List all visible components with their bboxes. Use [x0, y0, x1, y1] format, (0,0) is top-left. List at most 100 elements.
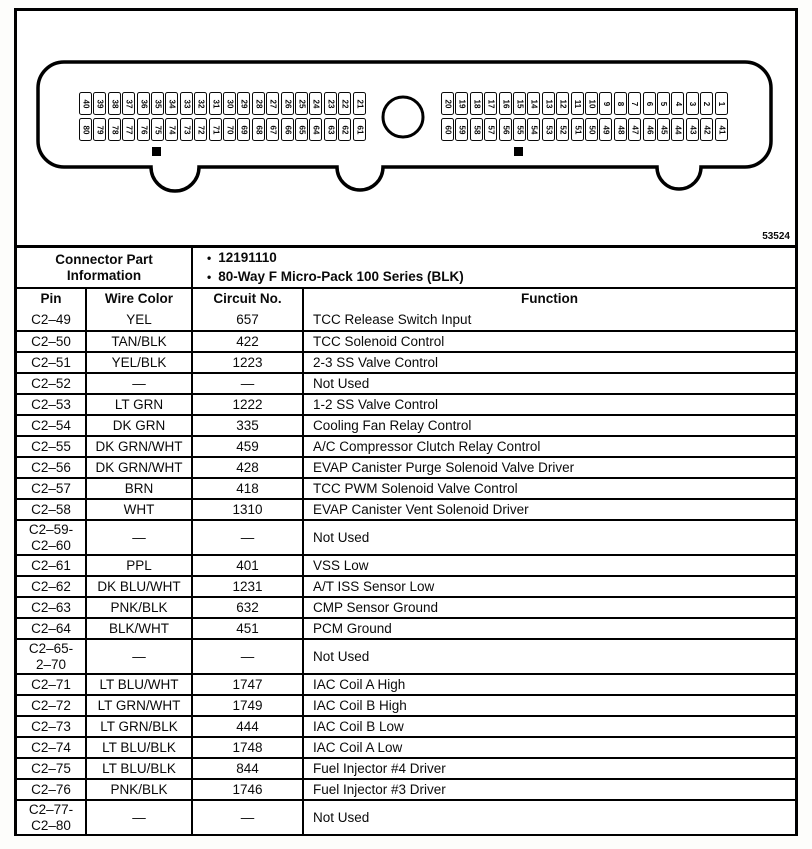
- circuit-no-cell: 1231: [193, 577, 304, 596]
- wire-color-cell: PNK/BLK: [87, 598, 193, 617]
- pin-number-label: 56: [501, 125, 511, 134]
- pin-number-label: 44: [673, 125, 683, 134]
- pin-number-label: 52: [558, 125, 568, 134]
- pin-box-1: 1: [714, 92, 728, 115]
- pin-number-label: 54: [529, 125, 539, 134]
- pin-number-label: 57: [486, 125, 496, 134]
- wire-color-cell: PPL: [87, 556, 193, 575]
- connector-type: 80-Way F Micro-Pack 100 Series (BLK): [218, 268, 464, 284]
- pin-box-61: 61: [352, 118, 366, 141]
- pin-box-76: 76: [136, 118, 150, 141]
- function-cell: Not Used: [313, 648, 370, 664]
- table-row: C2–62 DK BLU/WHT 1231 A/T ISS Sensor Low: [17, 575, 795, 596]
- function-cell: Fuel Injector #3 Driver: [313, 781, 446, 797]
- circuit-no-cell: 335: [193, 416, 304, 435]
- pin-number-label: 58: [472, 125, 482, 134]
- wire-color-cell: DK GRN/WHT: [87, 458, 193, 477]
- wire-color-cell: YEL/BLK: [87, 353, 193, 372]
- pin-box-52: 52: [556, 118, 570, 141]
- connector-type-line: • 80-Way F Micro-Pack 100 Series (BLK): [207, 268, 464, 286]
- pin-number-label: 48: [616, 125, 626, 134]
- table-row: C2–75 LT BLU/BLK 844 Fuel Injector #4 Drive…: [17, 757, 795, 778]
- pin-box-77: 77: [122, 118, 136, 141]
- pin-number-label: 51: [573, 125, 583, 134]
- pin-number-label: 34: [167, 99, 177, 108]
- pin-number-label: 3: [688, 101, 698, 106]
- pin-box-16: 16: [498, 92, 512, 115]
- circuit-no-cell: 428: [193, 458, 304, 477]
- pin-number-label: 33: [182, 99, 192, 108]
- pin-number-label: 39: [95, 99, 105, 108]
- pin-cell: C2–72: [17, 696, 87, 715]
- pin-box-59: 59: [455, 118, 469, 141]
- pin-number-label: 53: [544, 125, 554, 134]
- pin-box-29: 29: [237, 92, 251, 115]
- pin-box-75: 75: [151, 118, 164, 141]
- pin-table-body: C2–49 YEL 657 TCC Release Switch Input C2–50…: [17, 309, 795, 834]
- pin-box-69: 69: [237, 118, 251, 141]
- pin-cell: C2–71: [17, 675, 87, 694]
- pin-box-36: 36: [136, 92, 150, 115]
- pin-box-17: 17: [484, 92, 498, 115]
- function-cell: Not Used: [313, 529, 370, 545]
- pin-box-48: 48: [613, 118, 627, 141]
- wire-color-cell: —: [87, 801, 193, 834]
- pin-box-55: 55: [513, 118, 526, 141]
- pin-box-39: 39: [93, 92, 107, 115]
- pin-number-label: 73: [182, 125, 192, 134]
- pin-box-20: 20: [441, 92, 454, 115]
- table-row: C2–65- 2–70— — Not Used: [17, 638, 795, 673]
- pin-number-label: 23: [326, 99, 336, 108]
- pin-box-12: 12: [556, 92, 570, 115]
- function-cell: Not Used: [313, 375, 370, 391]
- function-cell: Not Used: [313, 809, 370, 825]
- circuit-no-cell: 418: [193, 479, 304, 498]
- circuit-no-cell: 459: [193, 437, 304, 456]
- pin-box-73: 73: [179, 118, 193, 141]
- pin-number-label: 55: [515, 125, 525, 134]
- connector-diagram: 40 39 38 37 36 35 34 33 32 31 30 29 28 27 26 25 24 23 22 21…: [17, 11, 795, 245]
- pin-box-8: 8: [613, 92, 627, 115]
- wire-color-cell: BRN: [87, 479, 193, 498]
- pin-box-56: 56: [498, 118, 512, 141]
- pin-box-10: 10: [585, 92, 598, 115]
- pin-number-label: 25: [297, 99, 307, 108]
- pin-number-label: 32: [196, 99, 206, 108]
- table-row: C2–61 PPL 401 VSS Low: [17, 554, 795, 575]
- pin-number-label: 64: [311, 125, 321, 134]
- pin-box-63: 63: [323, 118, 337, 141]
- pin-box-24: 24: [309, 92, 323, 115]
- wire-color-cell: WHT: [87, 500, 193, 519]
- pin-cell: C2–54: [17, 416, 87, 435]
- pin-box-40: 40: [79, 92, 92, 115]
- pin-number-label: 17: [486, 99, 496, 108]
- pin-number-label: 8: [616, 101, 626, 106]
- circuit-no-cell: 1749: [193, 696, 304, 715]
- pin-box-67: 67: [266, 118, 280, 141]
- pin-number-label: 71: [211, 125, 221, 134]
- table-row: C2–54 DK GRN 335 Cooling Fan Relay Control: [17, 414, 795, 435]
- pin-box-23: 23: [323, 92, 337, 115]
- pin-box-43: 43: [685, 118, 699, 141]
- pin-cell: C2–61: [17, 556, 87, 575]
- pin-box-7: 7: [628, 92, 642, 115]
- pin-number-label: 69: [239, 125, 249, 134]
- circuit-no-cell: 444: [193, 717, 304, 736]
- pin-cell: C2–59- C2–60: [17, 521, 87, 554]
- circuit-no-cell: 1748: [193, 738, 304, 757]
- pin-box-72: 72: [194, 118, 208, 141]
- connector-part-info-label: Connector Part Information: [55, 251, 153, 283]
- pin-box-74: 74: [165, 118, 179, 141]
- pin-cell: C2–49: [17, 309, 87, 330]
- wire-color-cell: LT GRN/WHT: [87, 696, 193, 715]
- circuit-no-cell: 1223: [193, 353, 304, 372]
- figure-number: 53524: [762, 231, 790, 242]
- circuit-no-cell: 844: [193, 759, 304, 778]
- pin-box-27: 27: [266, 92, 280, 115]
- circuit-no-cell: 422: [193, 332, 304, 351]
- pin-number-label: 74: [167, 125, 177, 134]
- pin-box-9: 9: [599, 92, 613, 115]
- pin-box-37: 37: [122, 92, 136, 115]
- pin-number-label: 16: [501, 99, 511, 108]
- pin-number-label: 26: [283, 99, 293, 108]
